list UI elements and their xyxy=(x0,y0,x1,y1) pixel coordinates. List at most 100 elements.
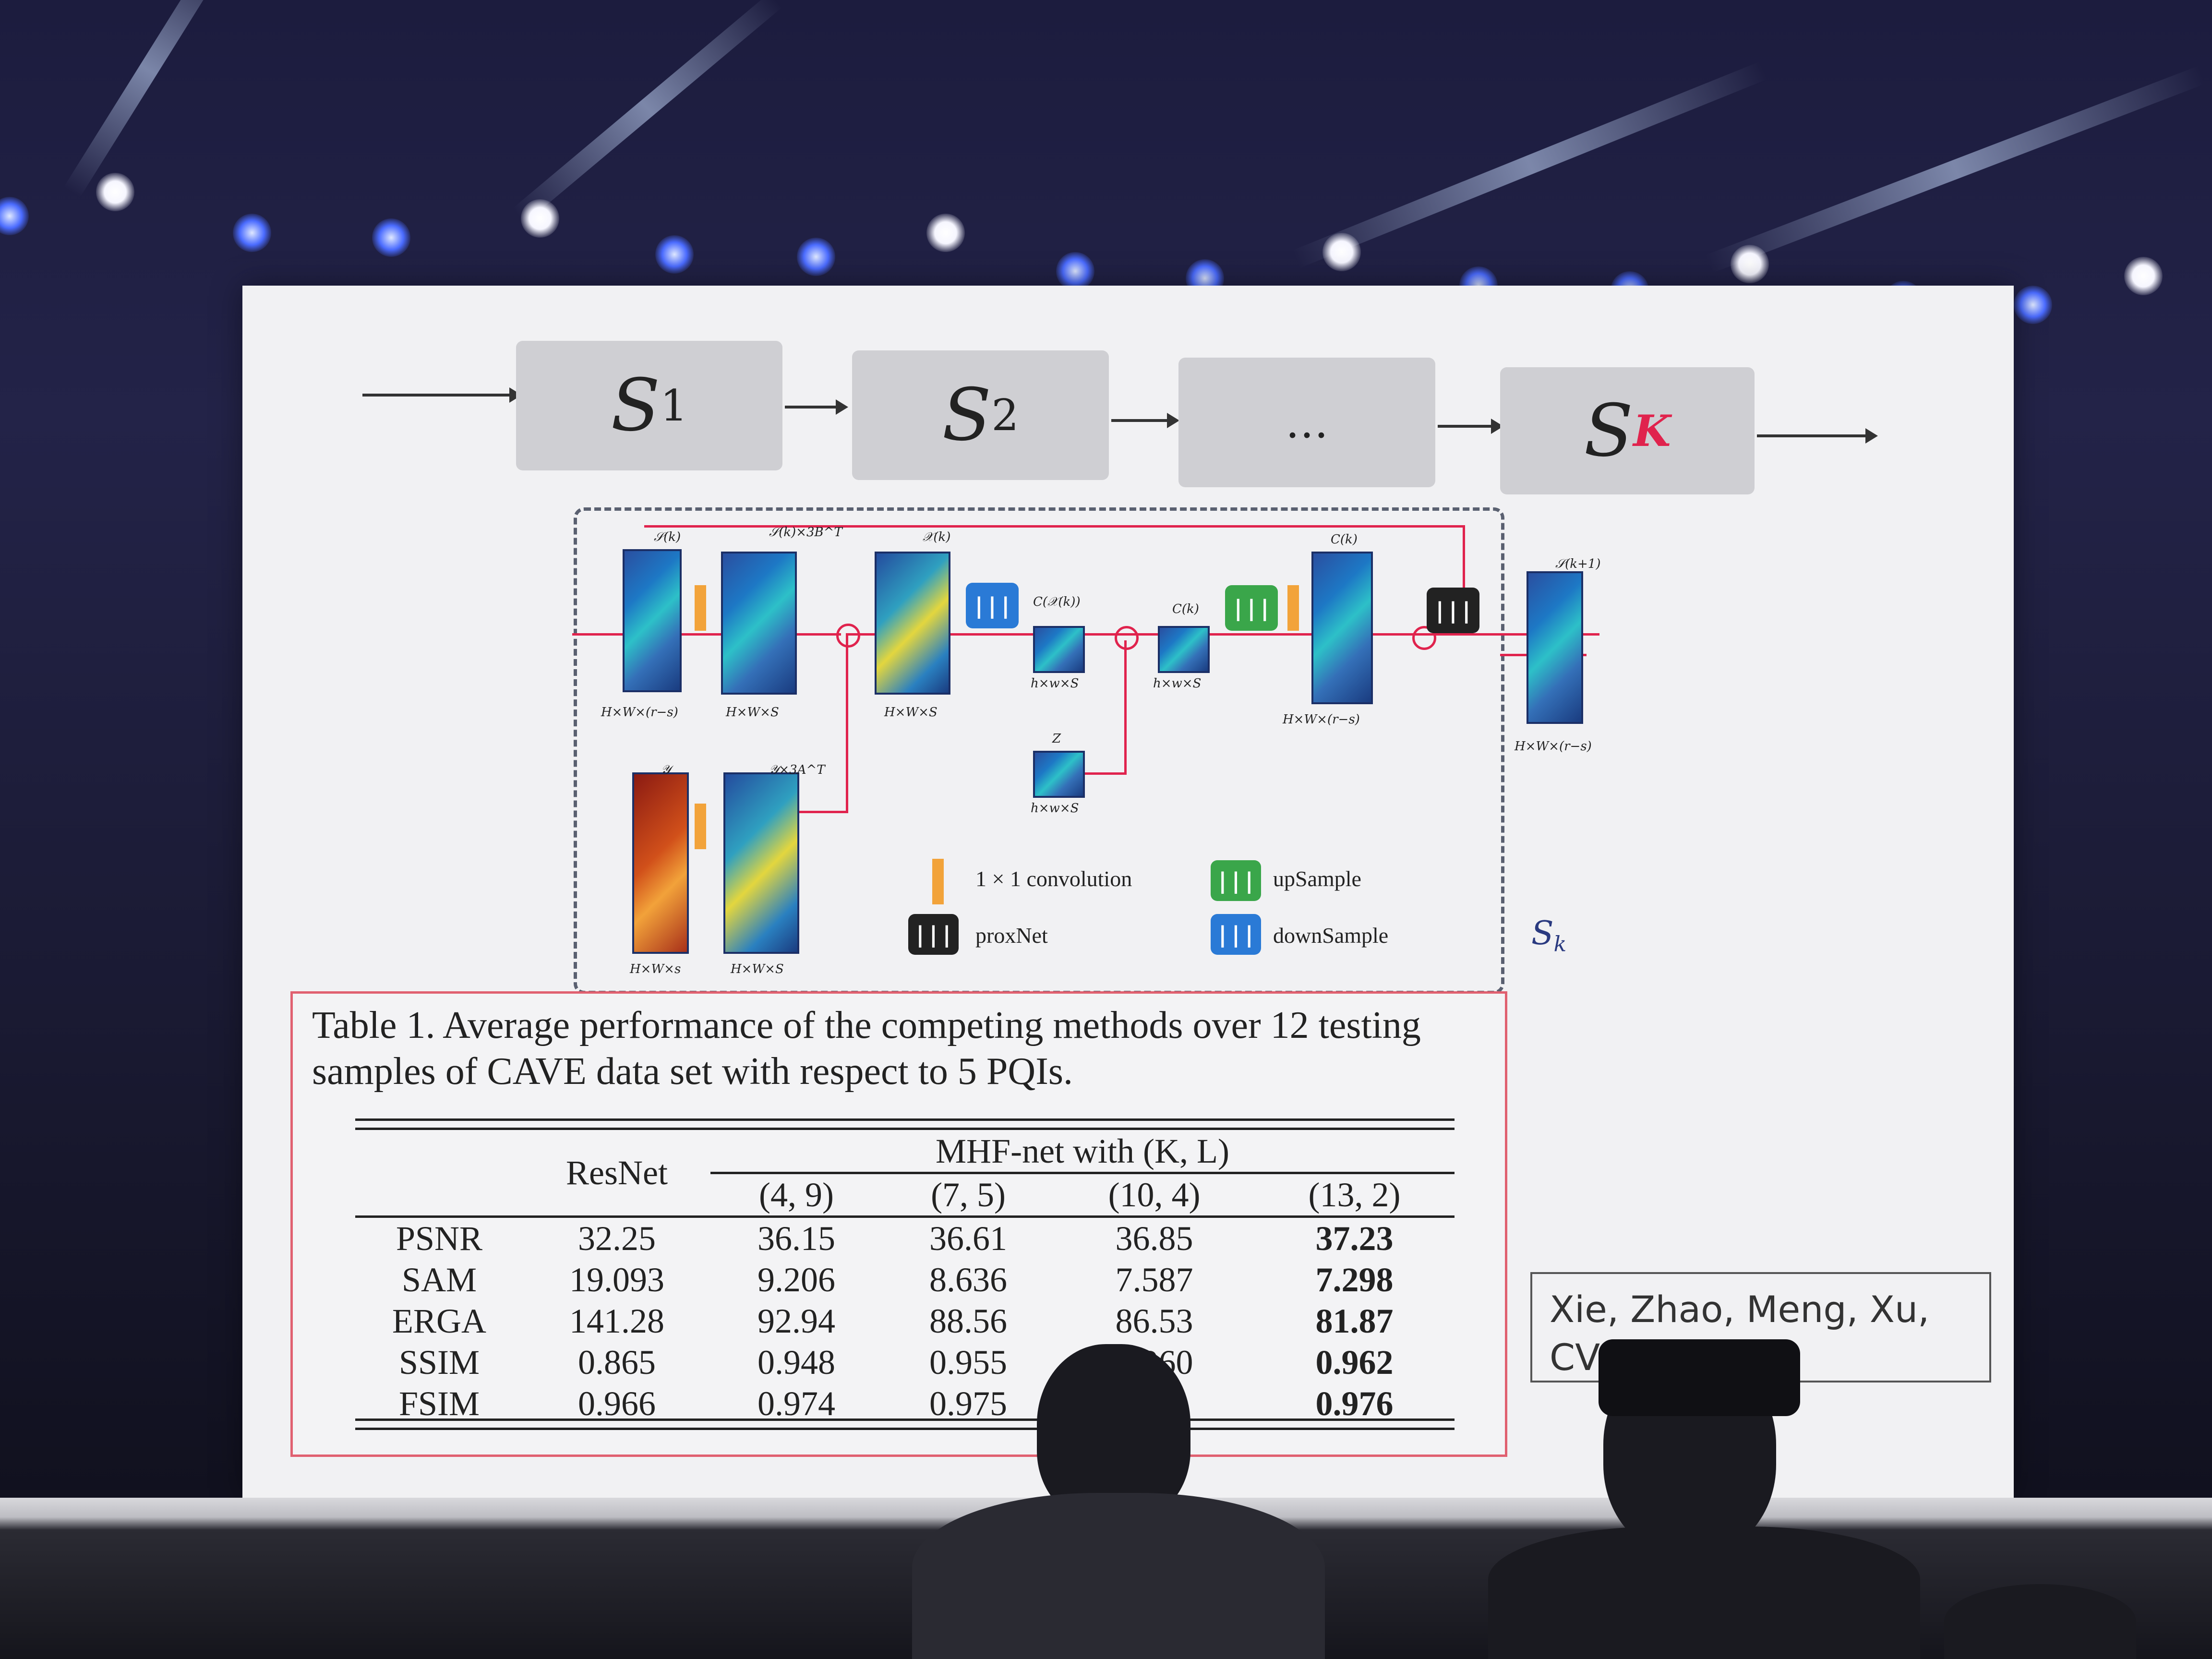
stage-diagram: 𝒮(k) H×W×(r−s) 𝒮(k)×3B^T H×W×S 𝒳(k) H×W×… xyxy=(572,507,1599,994)
table-row: ERGA 141.28 92.94 88.56 86.53 81.87 xyxy=(355,1300,1455,1342)
table-cell: 36.15 xyxy=(757,1219,836,1258)
table-cell-best: 0.976 xyxy=(1315,1384,1394,1423)
audience-person xyxy=(1037,1344,1190,1522)
legend-proxnet-icon: ||| xyxy=(908,914,959,955)
connector-line xyxy=(846,633,848,811)
stage-k-label: Sk xyxy=(1531,914,1566,957)
table-row: FSIM 0.966 0.974 0.975 0.976 xyxy=(355,1383,1455,1424)
stage-light xyxy=(233,214,271,252)
label-x-k: 𝒳(k) xyxy=(923,530,951,544)
label-y: 𝒴 xyxy=(661,763,671,777)
stage-light xyxy=(0,197,29,235)
connector-line xyxy=(1463,525,1465,636)
tensor-y-at xyxy=(723,772,799,954)
stage-k-letter: S xyxy=(1531,914,1554,952)
table-cell: 0.974 xyxy=(757,1384,836,1423)
col-header-resnet: ResNet xyxy=(566,1154,668,1192)
legend-upsample-icon: ||| xyxy=(1211,860,1261,901)
proxnet-module: ||| xyxy=(1427,588,1479,633)
stage-light xyxy=(797,238,835,276)
stage-k-sub: k xyxy=(1553,932,1567,957)
conv-block xyxy=(695,804,706,849)
stage-light xyxy=(926,214,965,252)
label-c-k: C(k) xyxy=(1172,602,1199,616)
legend-downsample-label: downSample xyxy=(1273,923,1389,948)
dim-label: h×w×S xyxy=(1153,676,1202,691)
dim-label: H×W×S xyxy=(731,962,784,976)
col-header-group: MHF-net with (K, L) xyxy=(710,1130,1455,1174)
table-cell: 0.966 xyxy=(578,1384,656,1423)
sum-operator xyxy=(1115,626,1139,650)
dim-label: H×W×s xyxy=(630,962,681,976)
dim-label: H×W×(r−s) xyxy=(601,705,678,720)
stage-label-1: S xyxy=(611,364,661,447)
table-cell: 19.093 xyxy=(569,1260,664,1299)
tensor-c-k xyxy=(1158,626,1210,673)
dim-label: h×w×S xyxy=(1031,676,1079,691)
label-s-k1: 𝒮(k+1) xyxy=(1555,557,1601,571)
stage-light xyxy=(2124,257,2163,295)
row-metric: SSIM xyxy=(398,1343,480,1382)
tensor-x-k xyxy=(875,552,950,695)
table-cell-best: 81.87 xyxy=(1315,1301,1394,1340)
dim-label: h×w×S xyxy=(1031,801,1079,816)
audience-person xyxy=(912,1493,1325,1659)
col-header: (10, 4) xyxy=(1108,1175,1201,1214)
dim-label: H×W×S xyxy=(726,705,779,720)
stage-light xyxy=(1322,233,1361,271)
table-cell: 86.53 xyxy=(1115,1301,1193,1340)
legend-downsample-icon: ||| xyxy=(1211,914,1261,955)
light-beam xyxy=(64,0,233,197)
stage-subscript-1: 1 xyxy=(660,380,688,431)
legend-upsample-label: upSample xyxy=(1273,866,1361,891)
table-row: PSNR 32.25 36.15 36.61 36.85 37.23 xyxy=(355,1216,1455,1260)
stage-subscript-k: K xyxy=(1633,405,1671,457)
table-row: SSIM 0.865 0.948 0.955 0.960 0.962 xyxy=(355,1342,1455,1383)
label-c-k-out: C(k) xyxy=(1331,532,1358,547)
tensor-z xyxy=(1033,751,1085,798)
table-cell: 36.85 xyxy=(1115,1219,1193,1258)
citation-box: Xie, Zhao, Meng, Xu, CV xyxy=(1530,1272,1991,1382)
table-cell: 0.975 xyxy=(929,1384,1008,1423)
col-header: (7, 5) xyxy=(931,1175,1006,1214)
label-s-k: 𝒮(k) xyxy=(654,530,681,544)
connector-line xyxy=(1079,772,1127,775)
audience-person xyxy=(1488,1527,1920,1659)
table-cell: 88.56 xyxy=(929,1301,1008,1340)
stage-light xyxy=(521,199,559,238)
row-metric: ERGA xyxy=(392,1301,486,1340)
conv-block xyxy=(1287,585,1299,631)
stage-light xyxy=(2014,286,2052,324)
downsample-module: ||| xyxy=(966,583,1019,628)
pipeline-arrow xyxy=(785,399,848,415)
dim-label: H×W×S xyxy=(884,705,938,720)
tensor-y xyxy=(632,772,689,954)
table-top-rule xyxy=(355,1118,1455,1130)
pipeline-arrow xyxy=(362,387,522,403)
connector-line xyxy=(764,811,848,813)
row-metric: FSIM xyxy=(398,1384,480,1423)
stage-light xyxy=(1731,245,1769,283)
table-cell: 9.206 xyxy=(757,1260,836,1299)
table-cell: 7.587 xyxy=(1115,1260,1193,1299)
pipeline-arrow xyxy=(1757,428,1878,444)
connector-line xyxy=(1124,640,1127,775)
col-header: (13, 2) xyxy=(1308,1175,1401,1214)
table-cell: 0.865 xyxy=(578,1343,656,1382)
conv-block xyxy=(695,585,706,631)
label-z: Z xyxy=(1052,732,1061,746)
stage-subscript-2: 2 xyxy=(991,390,1019,441)
pipeline-arrow xyxy=(1111,413,1179,428)
connector-line xyxy=(572,633,841,636)
upsample-module: ||| xyxy=(1225,585,1278,631)
row-metric: PSNR xyxy=(396,1219,483,1258)
label-y-at: 𝒴×3A^T xyxy=(769,763,825,777)
stage-box-ellipsis: … xyxy=(1178,358,1435,487)
light-beam xyxy=(1705,66,2206,273)
light-beam xyxy=(512,0,782,224)
stage-light xyxy=(372,218,410,257)
stage-light xyxy=(1056,252,1094,290)
